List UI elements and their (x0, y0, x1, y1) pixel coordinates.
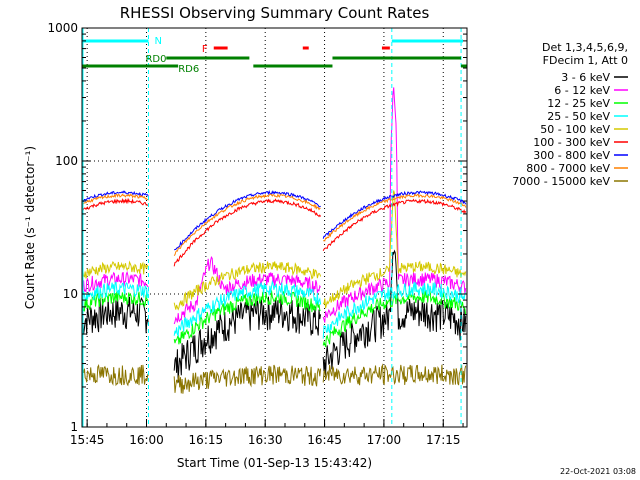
series-line (81, 197, 149, 212)
legend-label: 50 - 100 keV (540, 123, 610, 136)
legend-label: 7000 - 15000 keV (512, 175, 610, 188)
y-tick-label: 1 (70, 420, 78, 434)
timestamp: 22-Oct-2021 03:08 (560, 467, 636, 476)
legend-header: Det 1,3,4,5,6,9, (542, 41, 628, 54)
series-layer (81, 87, 467, 394)
series-line (81, 363, 149, 387)
series-line (322, 198, 467, 252)
x-tick-label: 17:00 (367, 433, 402, 447)
y-tick-label: 1000 (47, 21, 78, 35)
series-line (82, 190, 149, 203)
x-tick-label: 16:30 (248, 433, 283, 447)
series-line (81, 296, 149, 335)
series-line (173, 289, 321, 345)
legend-label: 12 - 25 keV (547, 97, 610, 110)
series-7000-15000-kev (81, 363, 467, 394)
x-tick-label: 16:45 (307, 433, 342, 447)
legend-label: 300 - 800 keV (533, 149, 610, 162)
y-tick-label: 10 (63, 287, 78, 301)
series-300-800-kev (82, 189, 467, 251)
series-line (173, 296, 322, 383)
series-3-6-kev (81, 249, 467, 383)
series-line (173, 364, 322, 394)
x-tick-label: 15:45 (70, 433, 105, 447)
series-line (322, 190, 467, 239)
legend-label: 3 - 6 keV (561, 71, 610, 84)
series-line (81, 260, 149, 279)
series-line (173, 189, 321, 251)
plot-border (81, 27, 468, 428)
plot-frame (81, 27, 468, 428)
x-tick-label: 17:15 (426, 433, 461, 447)
series-line (322, 249, 467, 376)
rd0-flag-label: RD0 (145, 54, 166, 65)
legend-label: 800 - 7000 keV (526, 162, 610, 175)
tick-layer: 1 10 100 1000 15:45 16:00 16:15 16:30 16:45 17:00… (47, 21, 467, 447)
x-tick-label: 16:15 (189, 433, 224, 447)
series-line (81, 193, 149, 205)
x-tick-label: 16:00 (129, 433, 164, 447)
series-line (81, 281, 149, 304)
y-axis-label: Count Rate (s⁻¹ detector⁻¹) (23, 146, 37, 309)
legend-label: 25 - 50 keV (547, 110, 610, 123)
y-tick-label: 100 (55, 154, 78, 168)
legend: Det 1,3,4,5,6,9,FDecim 1, Att 0 3 - 6 keV… (512, 41, 628, 188)
rd6-flag-label: RD6 (178, 64, 199, 75)
series-100-300-kev (81, 197, 467, 267)
legend-header: FDecim 1, Att 0 (543, 54, 628, 67)
legend-label: 6 - 12 keV (554, 84, 610, 97)
legend-label: 100 - 300 keV (533, 136, 610, 149)
series-line (173, 279, 322, 338)
series-line (322, 281, 467, 339)
series-line (322, 87, 467, 323)
series-50-100-kev (81, 190, 467, 311)
series-line (322, 363, 467, 386)
series-25-50-kev (81, 279, 467, 339)
series-800-7000-kev (81, 193, 467, 256)
series-line (173, 193, 321, 256)
series-line (323, 193, 467, 242)
chart-title: RHESSI Observing Summary Count Rates (120, 4, 430, 22)
series-line (322, 190, 467, 309)
series-line (173, 198, 322, 267)
flare-flag-label: F (202, 44, 208, 55)
night-flag-label: N (154, 36, 161, 47)
series-line (173, 261, 322, 311)
x-axis-label: Start Time (01-Sep-13 15:43:42) (177, 456, 372, 470)
